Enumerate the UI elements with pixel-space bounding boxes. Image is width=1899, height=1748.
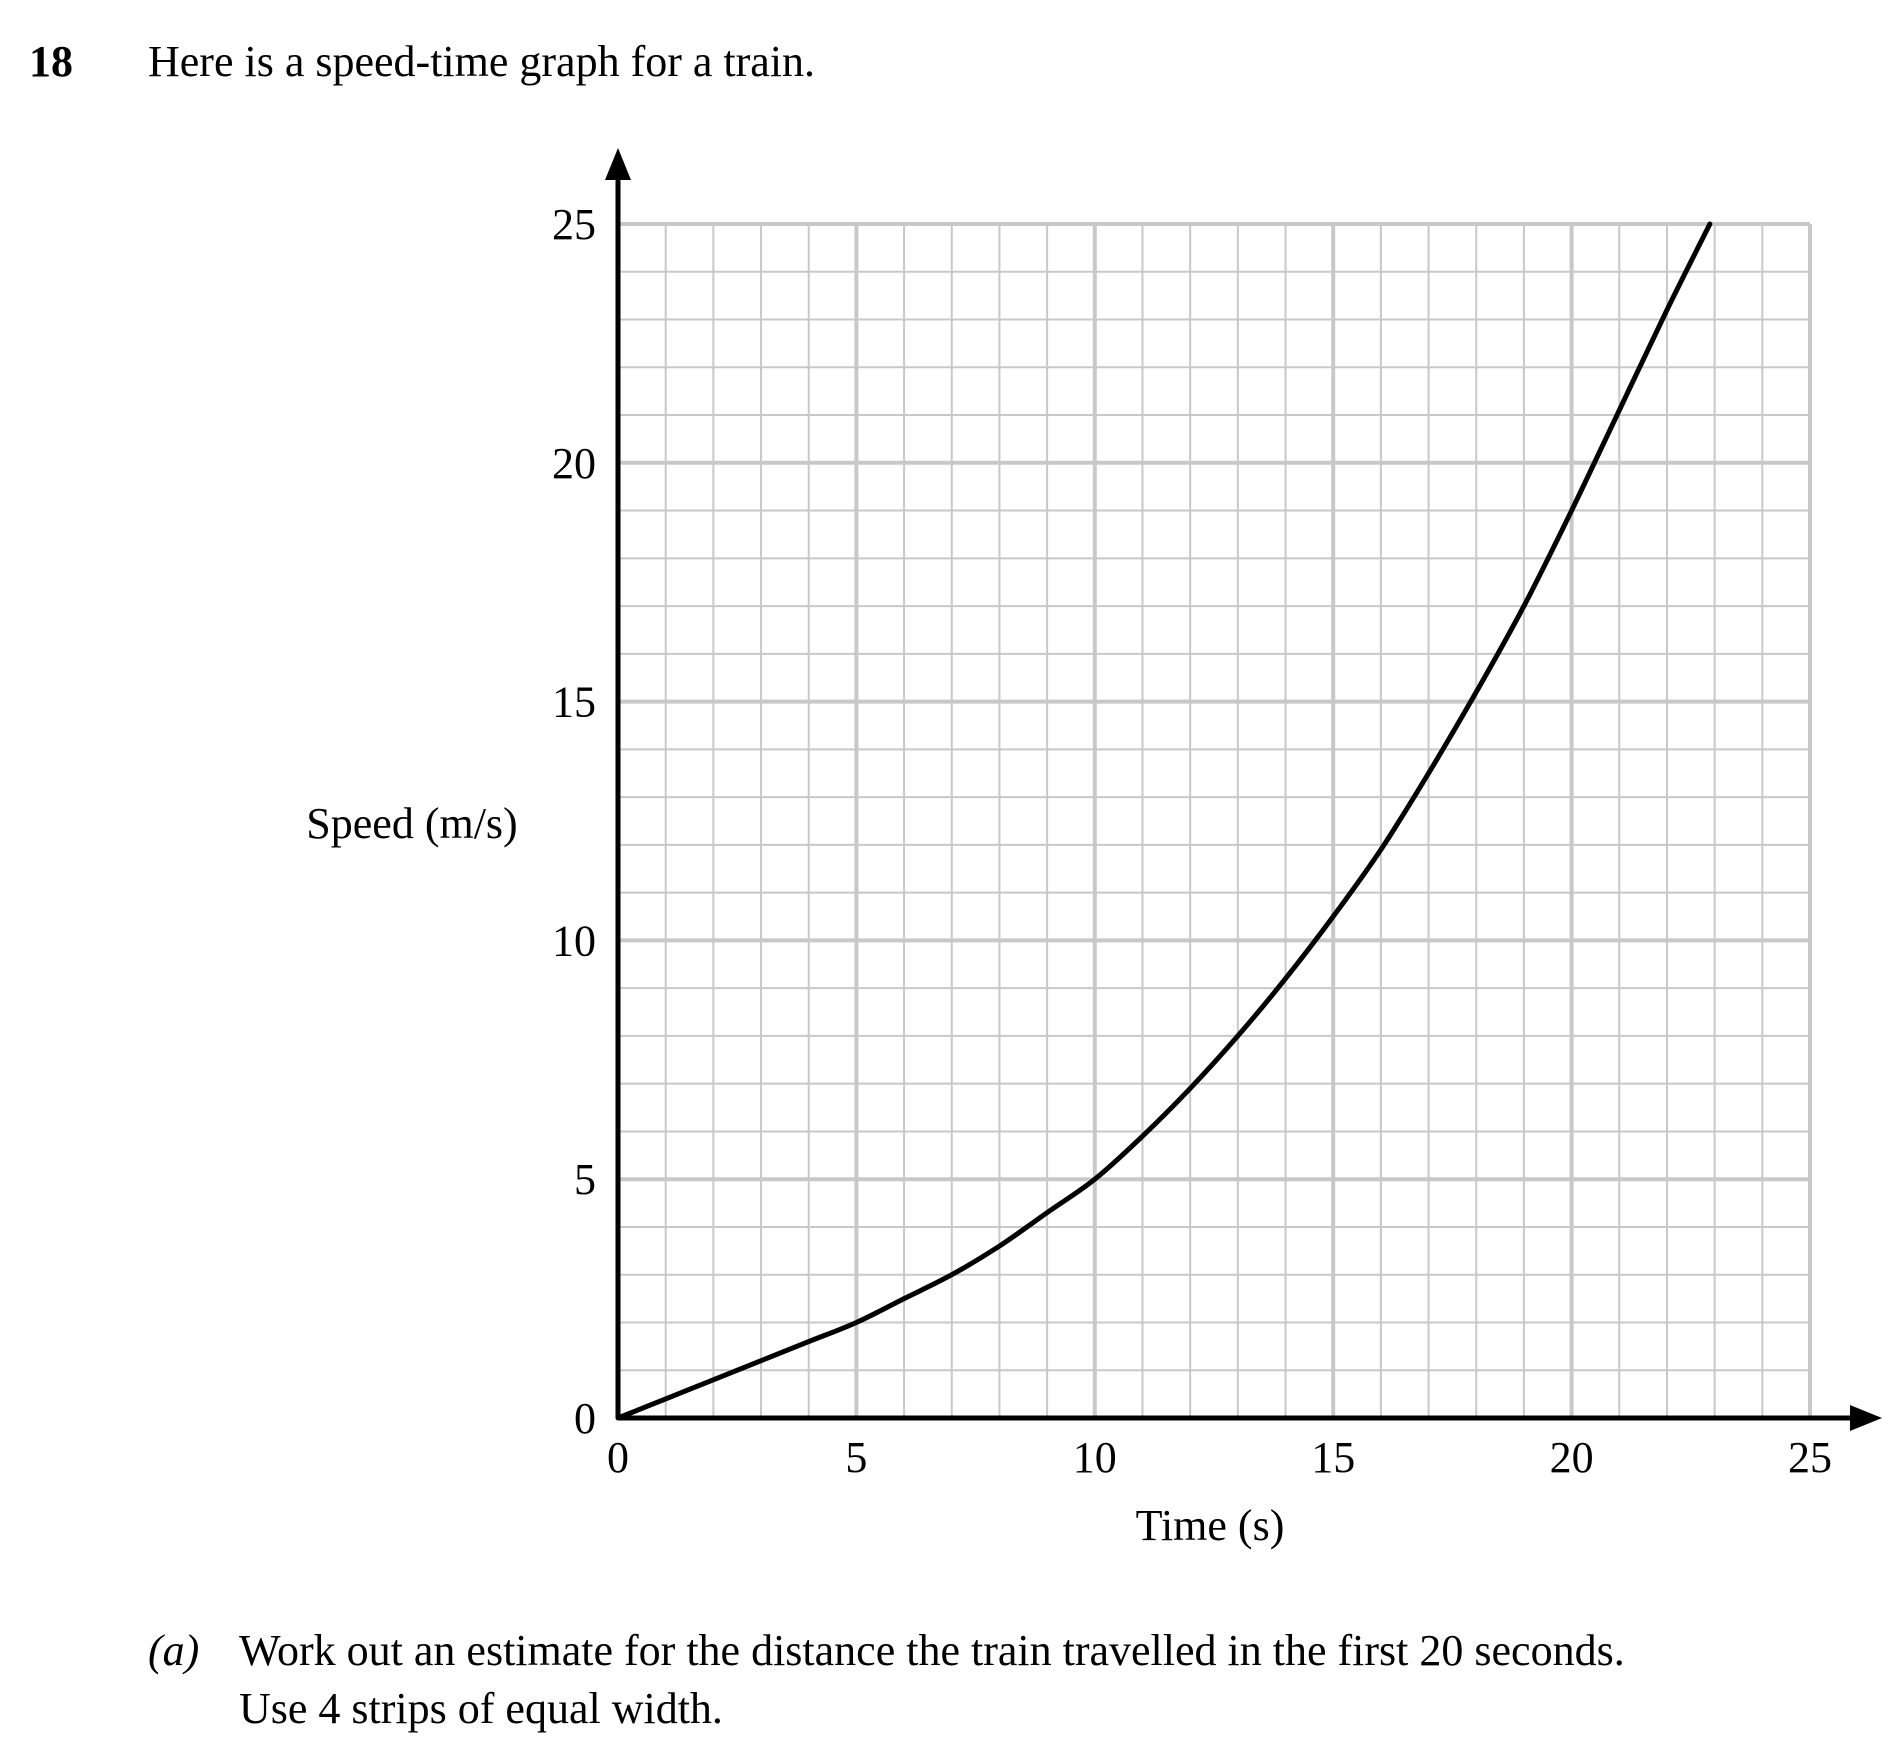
- grid-minor-lines: [618, 224, 1810, 1418]
- x-tick-label: 20: [1550, 1433, 1594, 1482]
- y-tick-label: 20: [552, 439, 596, 488]
- axes: [605, 148, 1882, 1431]
- y-tick-label: 0: [574, 1394, 596, 1443]
- speed-time-chart: 0 5 10 15 20 25 0 5 10 15 20 25 Speed (m/s) Time (…: [306, 148, 1882, 1550]
- part-a-line-1: Work out an estimate for the distance th…: [239, 1626, 1625, 1675]
- x-axis-arrow: [1850, 1405, 1882, 1431]
- x-tick-label: 5: [845, 1433, 867, 1482]
- x-tick-labels: 0 5 10 15 20 25: [607, 1433, 1832, 1482]
- y-tick-label: 10: [552, 916, 596, 965]
- y-tick-label: 15: [552, 678, 596, 727]
- x-tick-label: 15: [1311, 1433, 1355, 1482]
- question-text: Here is a speed-time graph for a train.: [148, 37, 816, 86]
- x-tick-label: 10: [1073, 1433, 1117, 1482]
- part-a-label: (a): [148, 1626, 200, 1675]
- x-tick-label: 0: [607, 1433, 629, 1482]
- grid-major-lines: [616, 222, 1812, 1420]
- y-tick-labels: 0 5 10 15 20 25: [552, 200, 596, 1443]
- y-axis-arrow: [605, 148, 631, 180]
- series-line: [615, 221, 1713, 1421]
- x-tick-label: 25: [1788, 1433, 1832, 1482]
- y-tick-label: 25: [552, 200, 596, 249]
- y-axis-title: Speed (m/s): [306, 799, 517, 848]
- question-number: 18: [29, 37, 73, 86]
- part-a-line-2: Use 4 strips of equal width.: [239, 1684, 723, 1733]
- y-tick-label: 5: [574, 1155, 596, 1204]
- x-axis-title: Time (s): [1136, 1501, 1285, 1550]
